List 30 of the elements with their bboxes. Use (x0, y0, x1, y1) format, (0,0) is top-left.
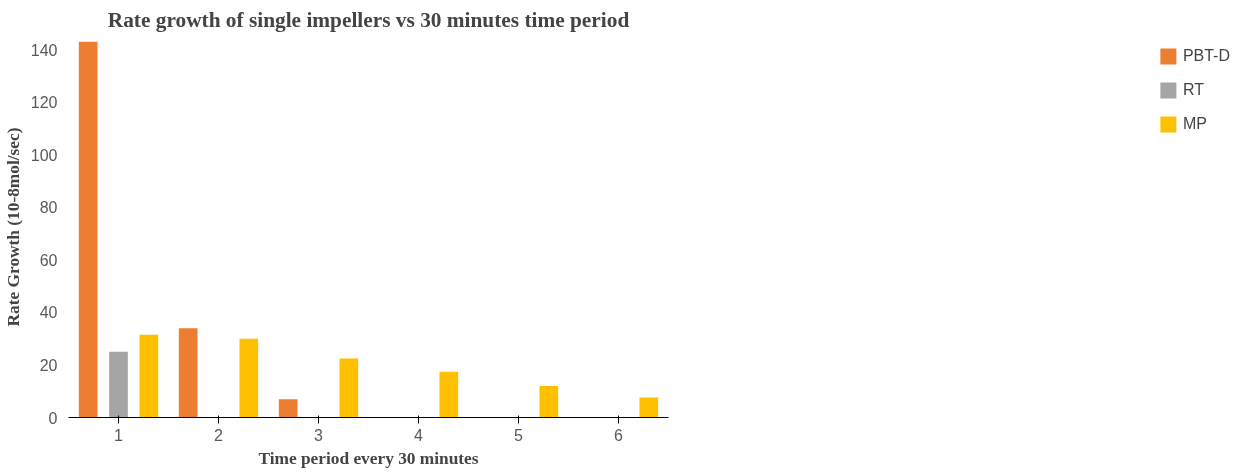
y-tick-label: 120 (30, 94, 58, 112)
x-tick-label: 4 (414, 426, 424, 444)
x-tick-label: 6 (614, 426, 624, 444)
bar (339, 358, 359, 418)
legend-label: MP (1182, 115, 1207, 133)
y-tick-label: 100 (30, 146, 58, 164)
x-tick-label: 1 (114, 426, 124, 444)
bar (439, 371, 459, 418)
bar (78, 41, 98, 418)
chart-title: Rate growth of single impellers vs 30 minutes time period (107, 7, 630, 32)
x-tick-label: 3 (314, 426, 324, 444)
bar (278, 399, 298, 418)
bar (178, 328, 198, 418)
y-tick-label: 60 (39, 251, 58, 269)
bar (539, 385, 559, 418)
y-tick-label: 140 (30, 41, 58, 59)
legend-label: RT (1182, 81, 1204, 99)
x-axis-title: Time period every 30 minutes (258, 448, 479, 468)
bar (639, 397, 659, 418)
x-tick-label: 5 (514, 426, 524, 444)
bar (139, 334, 159, 418)
y-tick-label: 80 (39, 199, 58, 217)
y-axis-title: Rate Growth (10-8mol/sec) (3, 127, 23, 327)
x-tick-label: 2 (214, 426, 224, 444)
legend-label: PBT-D (1182, 47, 1230, 65)
y-tick-label: 0 (48, 409, 58, 427)
bar (109, 351, 128, 418)
bar (239, 338, 259, 418)
y-tick-label: 20 (39, 356, 58, 374)
y-tick-label: 40 (39, 304, 58, 322)
